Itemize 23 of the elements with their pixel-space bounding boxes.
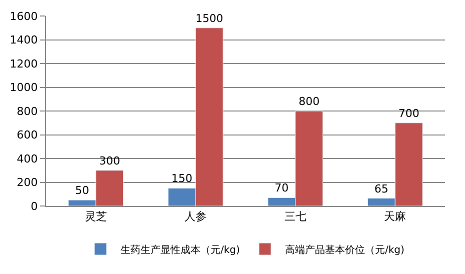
y-tick-label: 1000 [10, 81, 38, 94]
data-label: 50 [75, 184, 90, 198]
y-tick-label: 1400 [10, 34, 38, 47]
data-label: 1500 [196, 12, 224, 25]
data-label: 150 [171, 172, 192, 186]
legend-label: 高端产品基本价位（元/kg) [285, 244, 405, 256]
y-tick-label: 0 [30, 200, 38, 213]
y-tick-label: 400 [16, 152, 38, 166]
data-label: 700 [398, 106, 420, 120]
data-label: 300 [99, 154, 120, 168]
y-tick-label: 600 [16, 128, 38, 142]
data-label: 800 [298, 95, 320, 108]
data-label: 70 [274, 182, 289, 195]
y-tick-label: 1200 [10, 57, 38, 70]
y-tick-label: 800 [16, 104, 38, 118]
y-tick-label: 200 [16, 176, 38, 190]
x-tick-label: 人参 [184, 210, 207, 224]
x-tick-label: 三七 [284, 210, 306, 224]
x-tick-label: 灵芝 [84, 210, 107, 224]
legend-label: 生药生产显性成本（元/kg) [120, 244, 240, 256]
y-tick-label: 1600 [10, 10, 38, 23]
data-label: 65 [374, 182, 388, 196]
x-tick-label: 天麻 [384, 210, 406, 224]
